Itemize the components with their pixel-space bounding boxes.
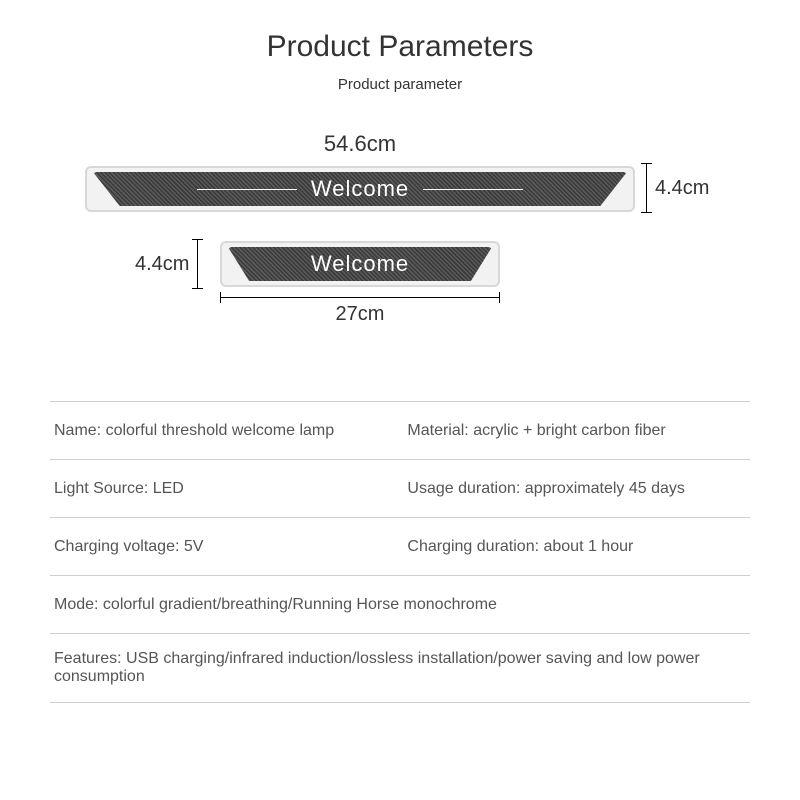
spec-cell: Name: colorful threshold welcome lamp [50, 406, 403, 456]
dimension-diagram: 54.6cm Welcome 4.4cm 4.4cm Welcome [50, 131, 750, 351]
plate-large: Welcome [85, 166, 635, 212]
spec-cell: Light Source: LED [50, 464, 403, 514]
large-height-dim: 4.4cm [646, 163, 709, 213]
large-width-label: 54.6cm [85, 131, 635, 157]
spec-cell: Features: USB charging/infrared inductio… [50, 634, 750, 702]
large-height-label: 4.4cm [655, 177, 709, 200]
page-subtitle: Product parameter [50, 76, 750, 93]
page-title: Product Parameters [50, 30, 750, 64]
decor-line-left [197, 189, 297, 190]
spec-cell: Material: acrylic + bright carbon fiber [403, 406, 750, 456]
small-width-dim: 27cm [220, 291, 500, 326]
spec-row: Light Source: LED Usage duration: approx… [50, 459, 750, 517]
plate-small: Welcome [220, 241, 500, 287]
spec-row: Name: colorful threshold welcome lamp Ma… [50, 401, 750, 459]
spec-row: Features: USB charging/infrared inductio… [50, 633, 750, 703]
spec-cell: Charging duration: about 1 hour [403, 522, 750, 572]
spec-row: Charging voltage: 5V Charging duration: … [50, 517, 750, 575]
spec-cell: Charging voltage: 5V [50, 522, 403, 572]
spec-table: Name: colorful threshold welcome lamp Ma… [50, 401, 750, 703]
decor-line-right [423, 189, 523, 190]
small-width-label: 27cm [220, 303, 500, 326]
plate-small-text: Welcome [311, 251, 409, 277]
spec-row: Mode: colorful gradient/breathing/Runnin… [50, 575, 750, 633]
small-height-label: 4.4cm [135, 253, 189, 276]
spec-cell: Usage duration: approximately 45 days [403, 464, 750, 514]
small-height-dim: 4.4cm [135, 239, 198, 289]
plate-large-text: Welcome [311, 176, 409, 202]
spec-cell: Mode: colorful gradient/breathing/Runnin… [50, 580, 750, 630]
